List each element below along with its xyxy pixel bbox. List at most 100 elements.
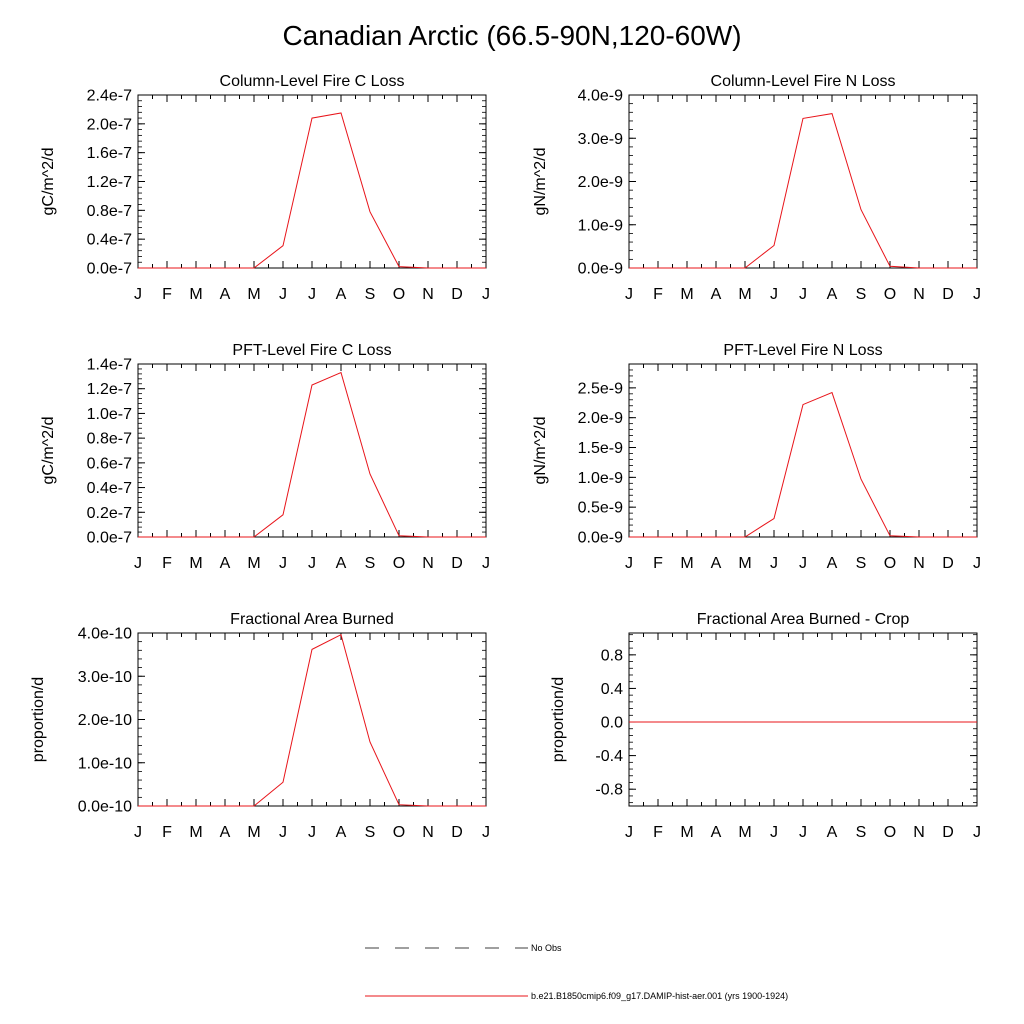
- y-tick-label: 0.0e-7: [87, 530, 132, 547]
- x-tick-label: A: [711, 555, 722, 572]
- panel-title: PFT-Level Fire N Loss: [723, 342, 882, 359]
- plot-frame: [628, 632, 978, 807]
- x-tick-label: M: [680, 286, 693, 303]
- y-tick-label: 0.4e-7: [87, 232, 132, 249]
- x-tick-label: J: [625, 286, 633, 303]
- panel-title: PFT-Level Fire C Loss: [232, 342, 391, 359]
- x-tick-label: J: [973, 286, 981, 303]
- y-tick-label: 0.0e-9: [578, 530, 623, 547]
- x-tick-label: A: [711, 824, 722, 841]
- y-tick-label: 2.0e-10: [78, 712, 132, 729]
- x-tick-label: D: [942, 286, 954, 303]
- series-line: [138, 112, 486, 269]
- x-tick-label: O: [884, 555, 896, 572]
- y-tick-label: 1.5e-9: [578, 440, 623, 457]
- y-tick-label: 0.5e-9: [578, 500, 623, 517]
- y-axis-label: gN/m^2/d: [532, 417, 549, 485]
- y-tick-label: 0.4: [601, 681, 623, 698]
- y-tick-label: -0.4: [595, 748, 623, 765]
- x-tick-label: A: [220, 286, 231, 303]
- x-tick-label: F: [653, 555, 663, 572]
- x-tick-label: N: [422, 824, 434, 841]
- legend-obs-label: No Obs: [531, 943, 562, 953]
- x-tick-label: D: [451, 555, 463, 572]
- x-tick-label: A: [827, 286, 838, 303]
- x-tick-label: D: [942, 555, 954, 572]
- x-tick-label: O: [393, 555, 405, 572]
- x-tick-label: N: [913, 824, 925, 841]
- plot-frame: [137, 94, 487, 269]
- x-tick-label: M: [738, 286, 751, 303]
- y-tick-label: 1.4e-7: [87, 357, 132, 374]
- x-tick-label: A: [711, 286, 722, 303]
- plot-frame: [137, 632, 487, 807]
- x-tick-label: M: [189, 824, 202, 841]
- x-tick-label: S: [365, 286, 376, 303]
- x-tick-label: A: [827, 824, 838, 841]
- x-tick-label: J: [625, 824, 633, 841]
- x-tick-label: J: [308, 286, 316, 303]
- x-tick-label: J: [973, 555, 981, 572]
- panel-title: Fractional Area Burned - Crop: [697, 611, 910, 628]
- x-tick-label: J: [799, 286, 807, 303]
- x-tick-label: J: [799, 555, 807, 572]
- x-tick-label: D: [451, 824, 463, 841]
- x-tick-label: N: [422, 286, 434, 303]
- y-tick-label: 0.8e-7: [87, 431, 132, 448]
- y-tick-label: 0.2e-7: [87, 505, 132, 522]
- x-tick-label: F: [162, 555, 172, 572]
- x-tick-label: F: [162, 824, 172, 841]
- x-tick-label: M: [738, 824, 751, 841]
- x-tick-label: N: [913, 555, 925, 572]
- x-tick-label: J: [482, 555, 490, 572]
- y-tick-label: 0.6e-7: [87, 455, 132, 472]
- plot-frame: [628, 94, 978, 269]
- y-axis-label: gC/m^2/d: [40, 417, 57, 485]
- x-tick-label: J: [134, 286, 142, 303]
- y-tick-label: 2.4e-7: [87, 88, 132, 105]
- x-tick-label: M: [247, 824, 260, 841]
- x-tick-label: J: [770, 286, 778, 303]
- x-tick-label: M: [680, 555, 693, 572]
- x-tick-label: J: [308, 824, 316, 841]
- x-tick-label: A: [220, 555, 231, 572]
- x-tick-label: J: [770, 824, 778, 841]
- x-tick-label: N: [422, 555, 434, 572]
- y-axis-label: proportion/d: [550, 677, 567, 762]
- y-tick-label: 1.2e-7: [87, 174, 132, 191]
- panel-title: Column-Level Fire N Loss: [711, 73, 896, 90]
- legend-model-label: b.e21.B1850cmip6.f09_g17.DAMIP-hist-aer.…: [531, 991, 789, 1001]
- y-tick-label: 1.2e-7: [87, 381, 132, 398]
- x-tick-label: F: [653, 286, 663, 303]
- x-tick-label: A: [336, 286, 347, 303]
- x-tick-label: M: [247, 286, 260, 303]
- x-tick-label: J: [482, 824, 490, 841]
- y-tick-label: 1.0e-7: [87, 406, 132, 423]
- y-tick-label: 2.5e-9: [578, 380, 623, 397]
- series-line: [629, 113, 977, 269]
- y-tick-label: 4.0e-9: [578, 88, 623, 105]
- y-tick-label: 3.0e-9: [578, 131, 623, 148]
- y-tick-label: 4.0e-10: [78, 626, 132, 643]
- x-tick-label: D: [451, 286, 463, 303]
- y-tick-label: 0.0: [601, 715, 623, 732]
- y-tick-label: 1.0e-9: [578, 217, 623, 234]
- x-tick-label: J: [770, 555, 778, 572]
- x-tick-label: N: [913, 286, 925, 303]
- x-tick-label: S: [856, 555, 867, 572]
- x-tick-label: S: [365, 555, 376, 572]
- x-tick-label: S: [365, 824, 376, 841]
- x-tick-label: M: [189, 286, 202, 303]
- x-tick-label: S: [856, 286, 867, 303]
- y-tick-label: 0.0e-9: [578, 261, 623, 278]
- y-tick-label: 1.0e-10: [78, 755, 132, 772]
- x-tick-label: J: [482, 286, 490, 303]
- y-tick-label: 0.8: [601, 647, 623, 664]
- x-tick-label: F: [653, 824, 663, 841]
- series-line: [138, 371, 486, 538]
- series-line: [629, 391, 977, 538]
- plot-frame: [628, 363, 978, 538]
- y-tick-label: 0.0e-7: [87, 261, 132, 278]
- x-tick-label: M: [189, 555, 202, 572]
